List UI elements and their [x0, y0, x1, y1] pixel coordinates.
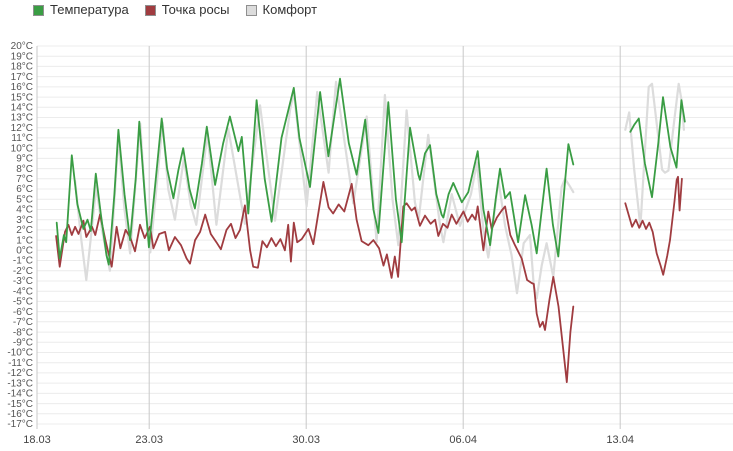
svg-text:-6°C: -6°C	[13, 307, 33, 318]
svg-text:6°C: 6°C	[16, 184, 33, 195]
svg-text:19°C: 19°C	[11, 51, 33, 62]
svg-text:-12°C: -12°C	[7, 368, 33, 379]
legend-item-temperature[interactable]: Температура	[33, 3, 129, 17]
comfort-swatch-icon	[245, 4, 257, 16]
svg-text:14°C: 14°C	[11, 103, 33, 114]
svg-text:-7°C: -7°C	[13, 317, 33, 328]
horizontal-gridlines	[37, 45, 733, 425]
svg-text:-10°C: -10°C	[7, 348, 33, 359]
x-axis-labels: 18.03 23.03 30.03 06.04 13.04	[23, 434, 634, 446]
legend-label-dew-point: Точка росы	[161, 2, 230, 17]
svg-text:-5°C: -5°C	[13, 297, 33, 308]
svg-text:-11°C: -11°C	[8, 358, 33, 369]
svg-text:-9°C: -9°C	[13, 338, 33, 349]
svg-text:-3°C: -3°C	[13, 276, 33, 287]
svg-text:-4°C: -4°C	[13, 286, 33, 297]
svg-text:3°C: 3°C	[16, 215, 33, 226]
svg-text:-17°C: -17°C	[7, 419, 33, 430]
svg-text:20°C: 20°C	[11, 41, 33, 52]
svg-text:-14°C: -14°C	[7, 389, 33, 400]
svg-text:2°C: 2°C	[16, 225, 33, 236]
svg-text:17°C: 17°C	[11, 72, 33, 83]
svg-text:-16°C: -16°C	[7, 409, 33, 420]
svg-text:-13°C: -13°C	[7, 378, 33, 389]
svg-text:9°C: 9°C	[16, 154, 33, 165]
vertical-gridlines	[36, 46, 621, 429]
dew-point-swatch-icon	[144, 4, 156, 16]
series-line-temperature	[55, 77, 686, 266]
svg-text:15°C: 15°C	[11, 92, 33, 103]
svg-text:18.03: 18.03	[23, 434, 51, 446]
svg-text:8°C: 8°C	[16, 164, 33, 175]
svg-text:-15°C: -15°C	[7, 399, 33, 410]
legend-item-comfort[interactable]: Комфорт	[245, 2, 318, 17]
svg-text:0°C: 0°C	[16, 246, 33, 257]
svg-text:4°C: 4°C	[16, 205, 33, 216]
svg-text:12°C: 12°C	[11, 123, 33, 134]
svg-text:11°C: 11°C	[11, 133, 33, 144]
svg-text:06.04: 06.04	[449, 434, 477, 446]
series-line-comfort	[73, 80, 686, 300]
svg-text:16°C: 16°C	[11, 82, 33, 93]
svg-text:5°C: 5°C	[16, 194, 33, 205]
series-line-dew_point	[55, 175, 683, 384]
svg-text:1°C: 1°C	[16, 235, 33, 246]
y-axis-labels: 20°C19°C18°C17°C16°C15°C14°C13°C12°C11°C…	[7, 41, 33, 430]
svg-text:-8°C: -8°C	[13, 327, 33, 338]
svg-text:30.03: 30.03	[292, 434, 320, 446]
svg-text:23.03: 23.03	[135, 434, 163, 446]
svg-text:-2°C: -2°C	[13, 266, 33, 277]
svg-text:7°C: 7°C	[16, 174, 33, 185]
svg-text:13.04: 13.04	[606, 434, 634, 446]
svg-text:10°C: 10°C	[11, 143, 33, 154]
legend-label-temperature: Температура	[50, 2, 129, 17]
svg-text:-1°C: -1°C	[13, 256, 33, 267]
legend-label-comfort: Комфорт	[262, 2, 318, 17]
legend-item-dew-point[interactable]: Точка росы	[144, 2, 230, 17]
chart-legend: Температура Точка росы Комфорт	[33, 3, 317, 17]
svg-text:18°C: 18°C	[11, 62, 33, 73]
temperature-swatch-icon	[33, 4, 44, 16]
svg-text:13°C: 13°C	[11, 113, 33, 124]
